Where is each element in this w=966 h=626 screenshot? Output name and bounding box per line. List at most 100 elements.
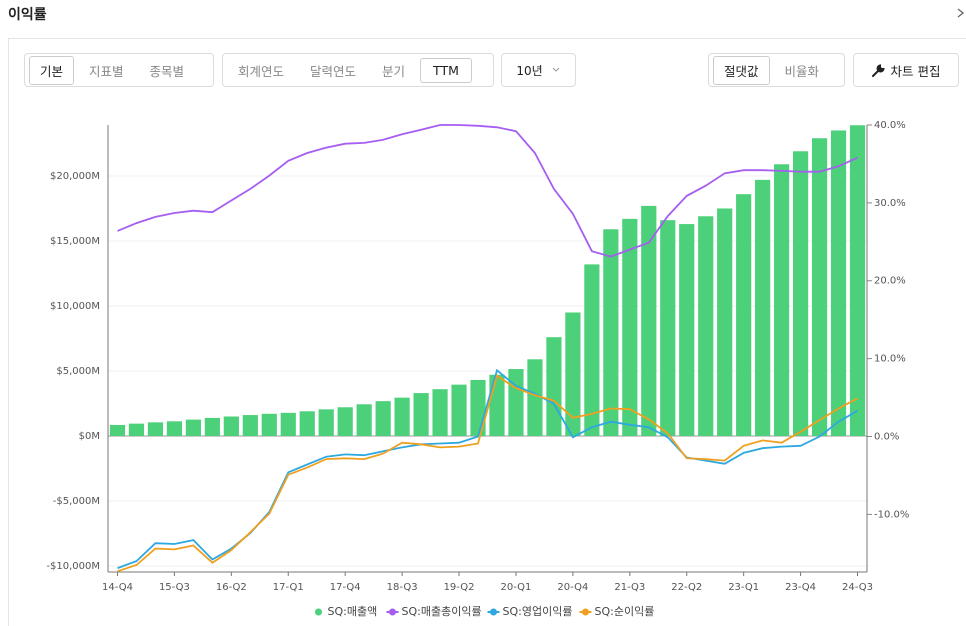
bar bbox=[394, 397, 410, 437]
legend-item[interactable]: SQ:매출액 bbox=[315, 605, 377, 618]
x-tick-label: 20-Q1 bbox=[500, 582, 531, 593]
tab[interactable]: 지표별 bbox=[89, 63, 124, 79]
bar bbox=[698, 216, 714, 437]
x-tick-label: 14-Q4 bbox=[102, 582, 133, 593]
tab[interactable]: TTM bbox=[420, 57, 472, 83]
chevron bbox=[552, 67, 560, 72]
x-tick-label: 22-Q2 bbox=[671, 582, 702, 593]
edit-label: 차트 편집 bbox=[890, 63, 941, 79]
legend-swatch bbox=[582, 608, 589, 616]
legend-item[interactable]: SQ:영업이익률 bbox=[487, 605, 573, 618]
bar bbox=[717, 208, 733, 437]
bar bbox=[280, 412, 296, 437]
wrench-icon bbox=[871, 63, 885, 77]
bar bbox=[451, 384, 467, 437]
line bbox=[117, 124, 858, 258]
bar bbox=[185, 419, 201, 437]
tab[interactable]: 분기 bbox=[382, 63, 406, 79]
bar bbox=[660, 220, 676, 437]
bar bbox=[223, 416, 239, 437]
bar bbox=[261, 413, 277, 437]
bar bbox=[736, 194, 752, 437]
tab[interactable]: 종목별 bbox=[149, 63, 185, 79]
view-tabs: 기본 지표별 종목별 bbox=[24, 53, 214, 87]
bar bbox=[318, 409, 334, 437]
x-tick-label: 20-Q4 bbox=[557, 582, 588, 593]
panel-title: 이익률 bbox=[8, 7, 47, 23]
dropdown-value: 10년 bbox=[516, 63, 543, 78]
bar bbox=[774, 164, 790, 437]
bar bbox=[755, 179, 771, 437]
bar bbox=[849, 125, 866, 437]
tab[interactable]: 회계연도 bbox=[238, 63, 285, 79]
y2-tick-label: 0.0% bbox=[874, 431, 899, 442]
y2-tick-label: 40.0% bbox=[874, 120, 906, 131]
bar bbox=[489, 374, 505, 437]
bar bbox=[546, 337, 562, 437]
y-tick-label: $10,000M bbox=[50, 301, 100, 312]
bar bbox=[830, 130, 847, 437]
y-tick-label: $20,000M bbox=[50, 171, 100, 182]
line bbox=[117, 374, 858, 573]
legend-swatch bbox=[490, 608, 497, 616]
legend-item[interactable]: SQ:순이익률 bbox=[579, 605, 655, 618]
bar bbox=[432, 389, 448, 437]
x-tick-label: 17-Q4 bbox=[330, 582, 361, 593]
y-tick-label: $15,000M bbox=[50, 236, 100, 247]
x-tick-label: 23-Q4 bbox=[785, 582, 816, 593]
legend-item[interactable]: SQ:매출총이익률 bbox=[386, 605, 482, 618]
bar bbox=[166, 421, 183, 437]
legend-text: SQ:매출액 bbox=[328, 605, 378, 618]
x-tick-label: 16-Q2 bbox=[216, 582, 247, 593]
mode-tabs: 절댓값 비율화 bbox=[708, 53, 845, 87]
bar bbox=[356, 404, 372, 437]
tab[interactable]: 기본 bbox=[29, 55, 75, 85]
legend-text: SQ:순이익률 bbox=[595, 605, 655, 618]
y2-tick-label: 30.0% bbox=[874, 198, 906, 209]
bar bbox=[527, 359, 543, 437]
bar bbox=[622, 218, 638, 437]
y-tick-label: -$10,000M bbox=[46, 561, 100, 572]
tab[interactable]: 비율화 bbox=[784, 63, 820, 79]
y2-tick-label: 10.0% bbox=[874, 354, 906, 365]
bar bbox=[128, 423, 145, 437]
bar bbox=[147, 422, 164, 437]
legend-text: SQ:매출총이익률 bbox=[402, 605, 482, 618]
panel: 기본 지표별 종목별 회계연도 달력연도 분기 TTM 10년 절댓값 비율화 … bbox=[8, 38, 966, 626]
x-tick-label: 19-Q2 bbox=[444, 582, 475, 593]
bar bbox=[679, 224, 695, 437]
x-tick-label: 15-Q3 bbox=[159, 582, 190, 593]
bar bbox=[603, 229, 619, 437]
bar bbox=[641, 205, 657, 437]
bar bbox=[204, 417, 220, 437]
legend-text: SQ:영업이익률 bbox=[503, 605, 573, 618]
bar bbox=[242, 415, 258, 437]
close-icon[interactable] bbox=[954, 6, 966, 20]
bar bbox=[375, 401, 391, 437]
legend-swatch bbox=[315, 608, 322, 616]
bar bbox=[565, 312, 581, 437]
bar bbox=[299, 411, 315, 437]
bar bbox=[413, 393, 429, 437]
tab[interactable]: 달력연도 bbox=[310, 63, 357, 79]
x-tick-label: 21-Q3 bbox=[614, 582, 645, 593]
tab[interactable]: 절댓값 bbox=[713, 55, 770, 85]
bar bbox=[584, 264, 600, 437]
y-tick-label: -$5,000M bbox=[53, 496, 100, 507]
bar bbox=[508, 369, 524, 437]
x-tick-label: 17-Q1 bbox=[273, 582, 304, 593]
bar bbox=[792, 151, 809, 437]
bar bbox=[109, 424, 126, 437]
edit-button[interactable]: 차트 편집 bbox=[853, 53, 959, 87]
x-tick-label: 24-Q3 bbox=[842, 582, 873, 593]
range-dropdown[interactable]: 10년 bbox=[501, 53, 576, 87]
bar bbox=[337, 407, 353, 437]
y-tick-label: $5,000M bbox=[56, 366, 100, 377]
legend-swatch bbox=[389, 608, 396, 616]
y2-tick-label: -10.0% bbox=[874, 509, 909, 520]
y2-tick-label: 20.0% bbox=[874, 276, 906, 287]
y-tick-label: $0M bbox=[79, 431, 100, 442]
x-tick-label: 23-Q1 bbox=[728, 582, 759, 593]
